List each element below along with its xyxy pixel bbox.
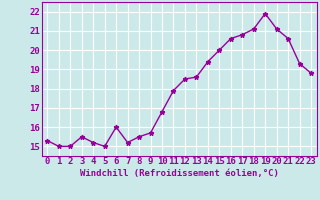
X-axis label: Windchill (Refroidissement éolien,°C): Windchill (Refroidissement éolien,°C) xyxy=(80,169,279,178)
